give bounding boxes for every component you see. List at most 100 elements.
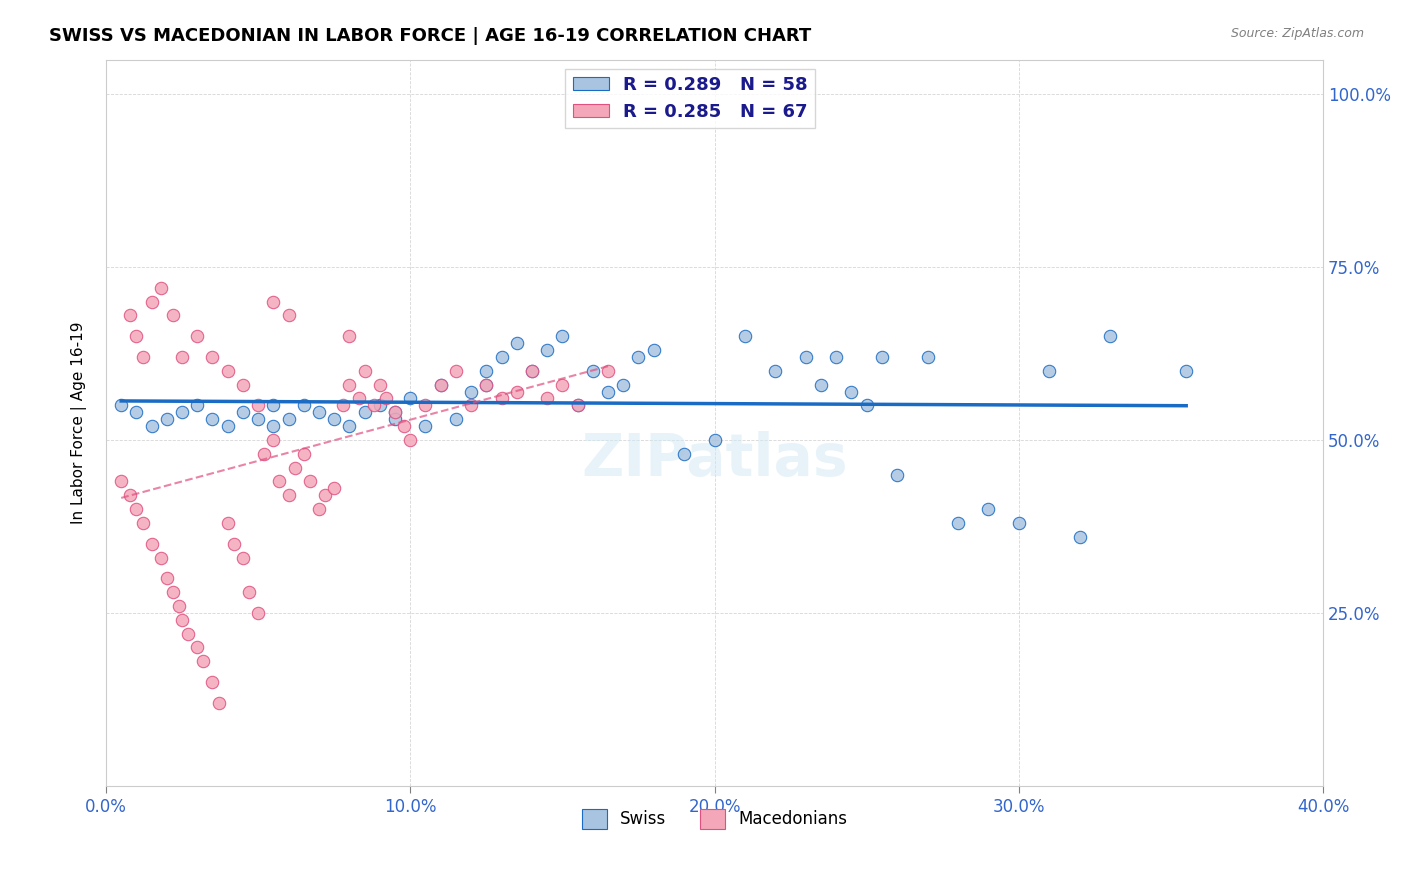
Point bbox=[596, 384, 619, 399]
Point bbox=[308, 502, 330, 516]
Point bbox=[201, 412, 224, 426]
Point bbox=[399, 433, 422, 447]
Point bbox=[368, 377, 391, 392]
Point bbox=[247, 606, 270, 620]
Point bbox=[870, 350, 893, 364]
Point bbox=[506, 384, 529, 399]
Point bbox=[170, 613, 193, 627]
Point bbox=[262, 433, 284, 447]
Point bbox=[444, 412, 467, 426]
Point bbox=[308, 405, 330, 419]
Text: ZIPatlas: ZIPatlas bbox=[581, 431, 848, 488]
Point bbox=[567, 398, 589, 412]
Point bbox=[551, 329, 574, 343]
Point bbox=[520, 364, 543, 378]
Point bbox=[156, 571, 179, 585]
Point bbox=[222, 537, 245, 551]
Point bbox=[399, 392, 422, 406]
Point bbox=[217, 516, 239, 530]
Point bbox=[384, 405, 406, 419]
Point bbox=[332, 398, 354, 412]
Point bbox=[162, 585, 184, 599]
Point bbox=[643, 343, 665, 357]
Point bbox=[314, 488, 336, 502]
Point bbox=[201, 350, 224, 364]
Point bbox=[141, 419, 163, 434]
Legend: Swiss, Macedonians: Swiss, Macedonians bbox=[575, 802, 853, 836]
Point bbox=[1069, 530, 1091, 544]
Point bbox=[368, 398, 391, 412]
Point bbox=[141, 537, 163, 551]
Point bbox=[392, 419, 415, 434]
Point bbox=[353, 364, 375, 378]
Point bbox=[167, 599, 190, 613]
Point bbox=[149, 550, 172, 565]
Point bbox=[491, 392, 513, 406]
Point bbox=[253, 447, 276, 461]
Point bbox=[917, 350, 939, 364]
Point bbox=[374, 392, 396, 406]
Point bbox=[825, 350, 848, 364]
Y-axis label: In Labor Force | Age 16-19: In Labor Force | Age 16-19 bbox=[72, 321, 87, 524]
Point bbox=[177, 626, 200, 640]
Point bbox=[444, 364, 467, 378]
Point bbox=[277, 412, 299, 426]
Point bbox=[186, 329, 208, 343]
Point bbox=[269, 475, 291, 489]
Point bbox=[429, 377, 451, 392]
Point bbox=[475, 364, 498, 378]
Point bbox=[238, 585, 260, 599]
Point bbox=[262, 419, 284, 434]
Point bbox=[232, 550, 254, 565]
Point bbox=[506, 336, 529, 351]
Point bbox=[460, 384, 482, 399]
Point bbox=[384, 412, 406, 426]
Point bbox=[415, 419, 437, 434]
Point bbox=[262, 398, 284, 412]
Point bbox=[536, 343, 558, 357]
Point bbox=[384, 405, 406, 419]
Point bbox=[298, 475, 321, 489]
Point bbox=[232, 377, 254, 392]
Point bbox=[186, 640, 208, 655]
Point bbox=[1175, 364, 1198, 378]
Point bbox=[125, 329, 148, 343]
Point bbox=[110, 475, 132, 489]
Point bbox=[217, 419, 239, 434]
Point bbox=[149, 281, 172, 295]
Point bbox=[323, 412, 346, 426]
Point bbox=[734, 329, 756, 343]
Point bbox=[567, 398, 589, 412]
Point bbox=[429, 377, 451, 392]
Point bbox=[855, 398, 877, 412]
Point bbox=[162, 309, 184, 323]
Point bbox=[977, 502, 1000, 516]
Point bbox=[520, 364, 543, 378]
Point bbox=[475, 377, 498, 392]
Point bbox=[247, 412, 270, 426]
Point bbox=[323, 482, 346, 496]
Point bbox=[596, 364, 619, 378]
Point bbox=[262, 294, 284, 309]
Text: SWISS VS MACEDONIAN IN LABOR FORCE | AGE 16-19 CORRELATION CHART: SWISS VS MACEDONIAN IN LABOR FORCE | AGE… bbox=[49, 27, 811, 45]
Point bbox=[217, 364, 239, 378]
Point bbox=[292, 447, 315, 461]
Point bbox=[131, 350, 153, 364]
Point bbox=[627, 350, 650, 364]
Point bbox=[551, 377, 574, 392]
Point bbox=[120, 309, 142, 323]
Point bbox=[277, 488, 299, 502]
Point bbox=[120, 488, 142, 502]
Point bbox=[475, 377, 498, 392]
Point bbox=[339, 419, 361, 434]
Point bbox=[673, 447, 696, 461]
Point bbox=[415, 398, 437, 412]
Point bbox=[886, 467, 908, 482]
Point bbox=[193, 654, 215, 668]
Point bbox=[141, 294, 163, 309]
Point bbox=[125, 405, 148, 419]
Point bbox=[131, 516, 153, 530]
Point bbox=[612, 377, 634, 392]
Point bbox=[339, 329, 361, 343]
Point bbox=[1038, 364, 1060, 378]
